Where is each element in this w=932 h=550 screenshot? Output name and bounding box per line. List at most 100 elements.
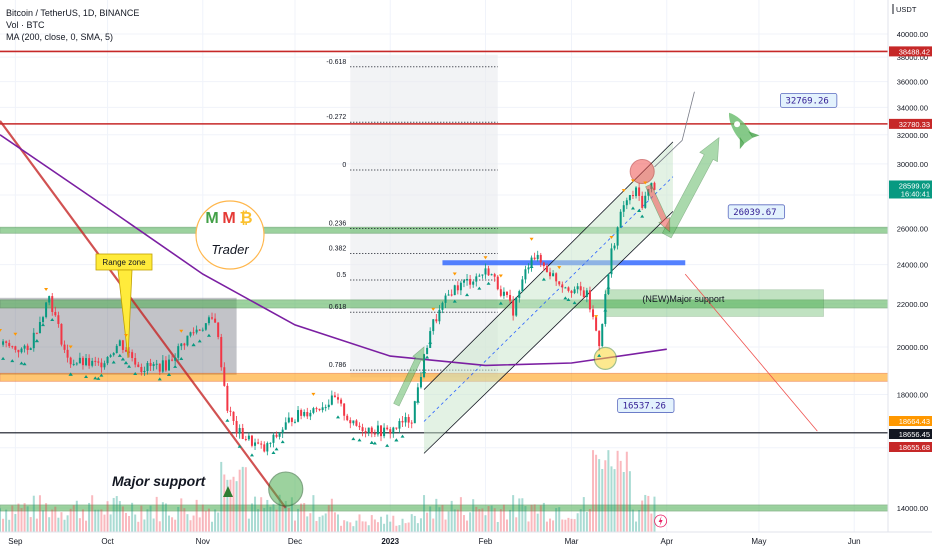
candle-body xyxy=(392,427,395,434)
volume-bar xyxy=(558,507,561,532)
candle-body xyxy=(81,357,84,366)
support-zone xyxy=(0,504,889,512)
volume-bar xyxy=(155,496,158,532)
volume-bar xyxy=(45,503,48,532)
volume-bar xyxy=(607,450,610,532)
volume-bar xyxy=(644,494,647,532)
candle-body xyxy=(386,427,389,430)
volume-bar xyxy=(192,515,195,532)
sell-signal-marker xyxy=(557,266,562,270)
buy-signal-marker xyxy=(84,374,89,378)
volume-bar xyxy=(300,503,303,532)
candle-body xyxy=(472,281,475,285)
candle-body xyxy=(287,417,290,423)
candle-body xyxy=(26,345,29,350)
volume-bar xyxy=(284,500,287,532)
candle-body xyxy=(112,353,115,356)
candle-body xyxy=(220,337,223,368)
fib-label: 0.382 xyxy=(329,245,347,252)
candle-body xyxy=(300,410,303,416)
volume-bar xyxy=(536,513,539,532)
candle-body xyxy=(235,420,238,434)
volume-bar xyxy=(601,469,604,532)
candle-body xyxy=(155,363,158,365)
channel-fill xyxy=(424,141,673,454)
time-axis-label: Sep xyxy=(8,537,23,546)
candle-body xyxy=(527,267,530,270)
candle-body xyxy=(143,370,146,373)
candle-body xyxy=(364,431,367,433)
candle-body xyxy=(401,420,404,423)
volume-bar xyxy=(128,515,131,532)
candle-body xyxy=(502,291,505,296)
buy-signal-marker xyxy=(117,353,122,357)
target-label-mid: 26039.67 xyxy=(727,204,786,220)
volume-bar xyxy=(579,509,582,532)
candle-body xyxy=(275,434,278,437)
candle-body xyxy=(223,367,226,386)
candle-body xyxy=(423,354,426,378)
candle-body xyxy=(189,332,192,336)
time-axis-label: Oct xyxy=(101,537,114,546)
candle-body xyxy=(475,276,478,282)
volume-bar xyxy=(635,521,638,532)
target-label-high: 32769.26 xyxy=(780,93,838,108)
fib-label: -0.272 xyxy=(326,114,346,121)
candle-body xyxy=(100,362,103,368)
candle-body xyxy=(340,399,343,404)
volume-bar xyxy=(244,467,247,532)
volume-bar xyxy=(505,519,508,532)
candle-body xyxy=(450,294,453,296)
candle-body xyxy=(628,195,631,201)
volume-bar xyxy=(561,519,564,532)
channel-top-line xyxy=(423,141,674,390)
candle-body xyxy=(459,282,462,291)
time-axis-label: Apr xyxy=(661,537,674,546)
ma-indicator-label: MA (200, close, 0, SMA, 5) xyxy=(6,32,114,42)
buy-signal-marker xyxy=(191,343,196,347)
volume-bar xyxy=(306,516,309,532)
volume-bar xyxy=(585,511,588,532)
candle-body xyxy=(232,411,235,421)
candle-body xyxy=(226,385,229,411)
price-tick-label: 36000.00 xyxy=(897,78,928,87)
candle-body xyxy=(509,294,512,301)
major-support-text: Major support xyxy=(112,473,207,489)
time-axis-label: 2023 xyxy=(381,537,399,546)
sell-signal-marker xyxy=(44,288,49,292)
candle-body xyxy=(355,420,358,426)
volume-bar xyxy=(539,505,542,532)
volume-bar xyxy=(410,514,413,532)
volume-bar xyxy=(260,497,263,532)
volume-bar xyxy=(223,474,226,532)
volume-bar xyxy=(134,514,137,532)
volume-bar xyxy=(183,508,186,532)
brand-logo-letter-1: M xyxy=(222,210,235,227)
volume-bar xyxy=(582,497,585,532)
volume-bar xyxy=(266,499,269,532)
candle-body xyxy=(11,346,14,348)
candle-body xyxy=(131,352,134,359)
price-badge-box xyxy=(889,180,932,199)
volume-bar xyxy=(367,525,370,532)
candle-body xyxy=(45,302,48,318)
buy-signal-marker xyxy=(225,418,230,422)
candle-body xyxy=(404,417,407,423)
volume-bar xyxy=(17,503,20,532)
price-tick-label: 30000.00 xyxy=(897,160,928,169)
volume-bar xyxy=(171,517,174,532)
candle-body xyxy=(272,434,275,443)
candle-body xyxy=(582,290,585,298)
candle-body xyxy=(29,348,32,350)
buy-signal-marker xyxy=(237,444,242,448)
candle-body xyxy=(410,422,413,424)
candle-body xyxy=(257,442,260,444)
volume-bar xyxy=(515,517,518,532)
volume-bar xyxy=(469,512,472,532)
volume-bar xyxy=(549,518,552,532)
candle-body xyxy=(42,317,45,322)
fib-label: 0.236 xyxy=(329,221,347,228)
volume-bar xyxy=(459,497,462,532)
target-label-high-box xyxy=(780,93,838,108)
